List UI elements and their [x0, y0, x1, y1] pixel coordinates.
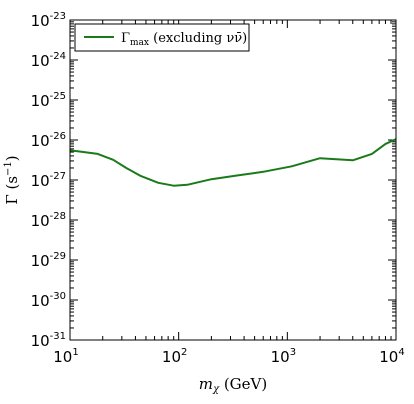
tick-labels: 101 102 103 10410-3110-3010-2910-2810-2710-…: [31, 11, 405, 366]
y-tick-label: 10-24: [31, 51, 66, 70]
y-tick-exp: -28: [50, 211, 66, 222]
y-tick-label: 10-29: [31, 251, 66, 270]
y-axis-text: Γ (s: [3, 176, 21, 205]
x-tick-base: 10: [162, 348, 181, 366]
x-tick-label: 103: [271, 347, 296, 366]
y-tick-label: 10-25: [31, 91, 66, 110]
y-tick-exp: -27: [50, 171, 66, 182]
ticks: [69, 19, 397, 341]
y-tick-base: 10: [31, 332, 50, 350]
x-tick-exp: 4: [398, 347, 404, 358]
y-tick-exp: -23: [50, 11, 66, 22]
x-axis-var: m: [199, 375, 213, 393]
y-tick-base: 10: [31, 252, 50, 270]
plot-area: [70, 20, 396, 340]
y-tick-label: 10-23: [31, 11, 66, 30]
legend-label-main: Γ: [121, 31, 130, 46]
legend: Γmax (excluding νν̄): [74, 23, 250, 52]
y-tick-base: 10: [31, 172, 50, 190]
y-tick-base: 10: [31, 292, 50, 310]
y-tick-base: 10: [31, 92, 50, 110]
x-tick-base: 10: [271, 348, 290, 366]
x-tick-base: 10: [53, 348, 72, 366]
y-tick-label: 10-31: [31, 331, 66, 350]
y-tick-exp: -24: [50, 51, 66, 62]
x-tick-label: 104: [379, 347, 404, 366]
y-tick-label: 10-26: [31, 131, 66, 150]
y-tick-exp: -30: [50, 291, 66, 302]
series-line: [69, 138, 397, 187]
y-tick-label: 10-27: [31, 171, 66, 190]
y-tick-exp: -31: [50, 331, 66, 342]
x-tick-exp: 2: [181, 347, 187, 358]
x-tick-base: 10: [379, 348, 398, 366]
y-axis-sup: −1: [3, 161, 14, 176]
y-tick-label: 10-28: [31, 211, 66, 230]
x-axis-unit: (GeV): [219, 375, 267, 393]
y-axis-close: ): [3, 155, 21, 161]
y-tick-base: 10: [31, 212, 50, 230]
y-tick-exp: -26: [50, 131, 66, 142]
x-tick-label: 101: [53, 347, 78, 366]
series-group: [69, 138, 397, 187]
x-tick-exp: 1: [72, 347, 78, 358]
x-axis-sub: χ: [212, 384, 220, 395]
y-tick-exp: -29: [50, 251, 66, 262]
x-tick-label: 102: [162, 347, 187, 366]
x-tick-exp: 3: [290, 347, 296, 358]
legend-label-rest: (excluding νν̄): [149, 31, 247, 46]
y-tick-exp: -25: [50, 91, 66, 102]
y-tick-base: 10: [31, 132, 50, 150]
legend-label-sub: max: [130, 38, 149, 48]
legend-label: Γmax (excluding νν̄): [121, 31, 247, 48]
y-tick-label: 10-30: [31, 291, 66, 310]
x-axis-title: mχ (GeV): [199, 375, 267, 395]
y-tick-base: 10: [31, 12, 50, 30]
y-axis-title: Γ (s−1): [3, 155, 21, 204]
plot-frame: [69, 19, 397, 341]
y-tick-base: 10: [31, 52, 50, 70]
